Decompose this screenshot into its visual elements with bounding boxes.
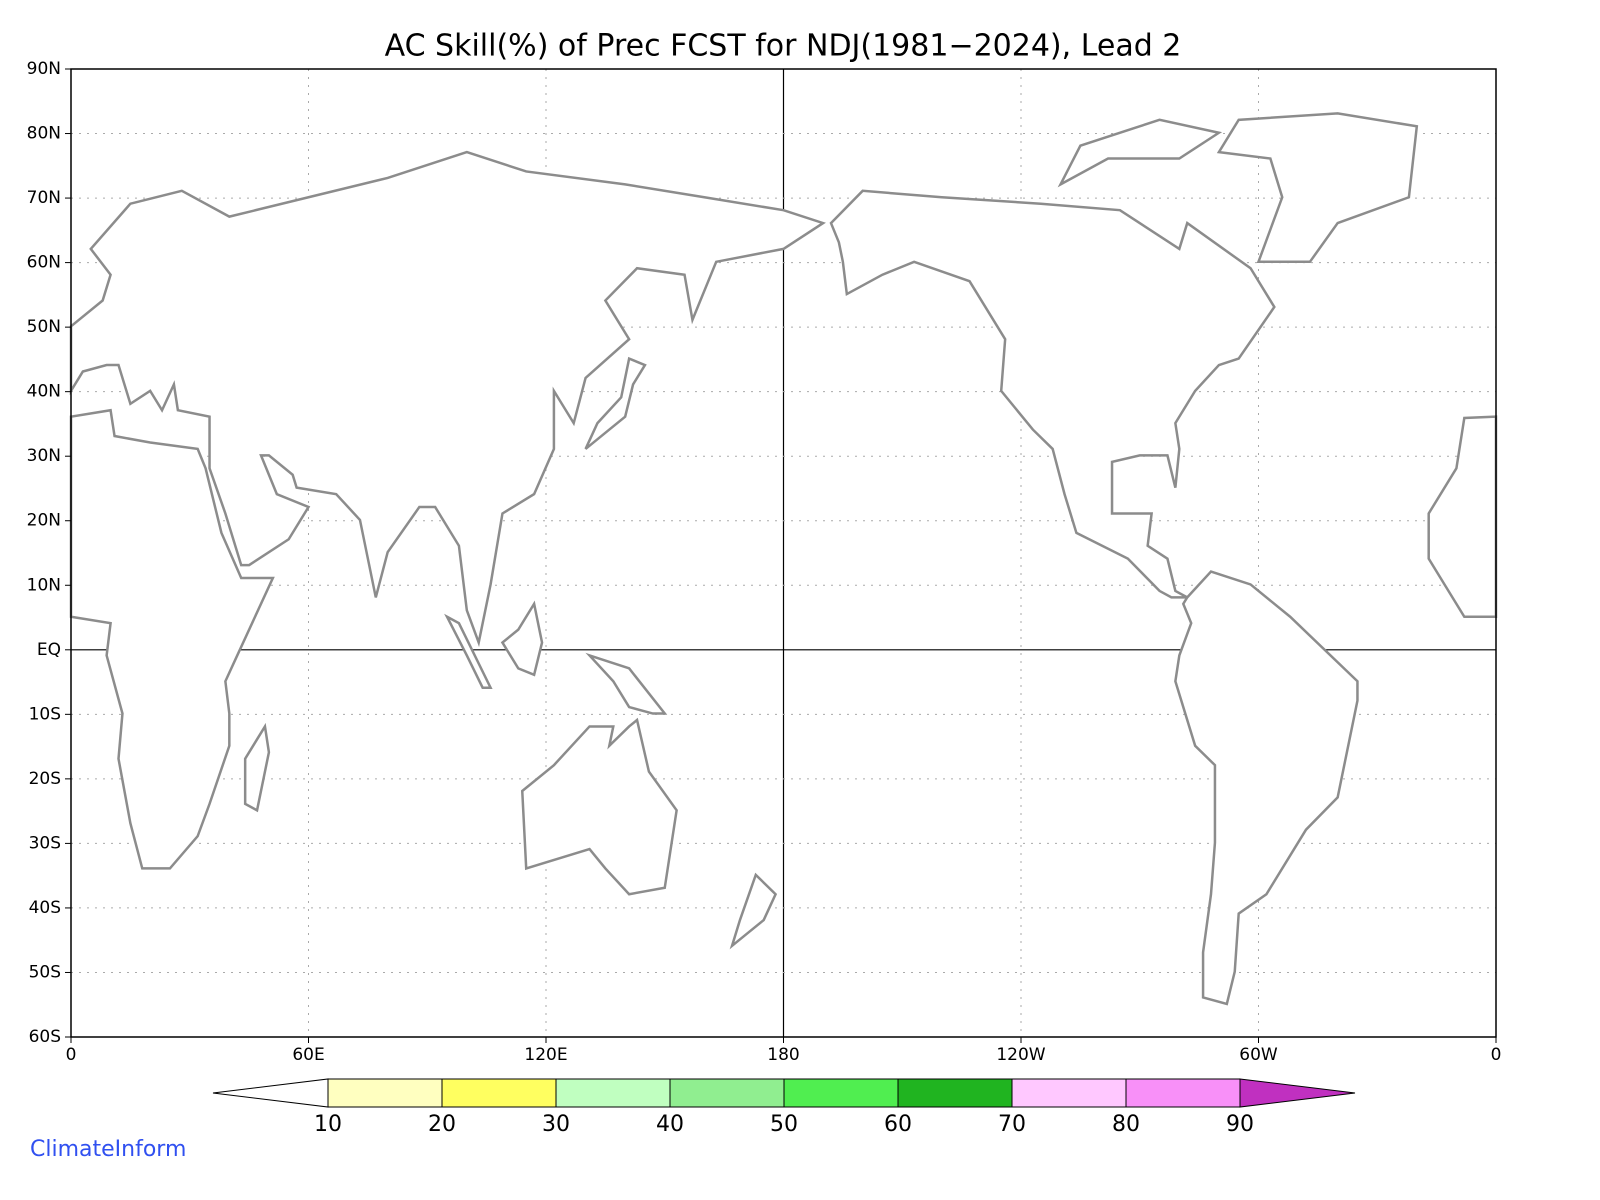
lon-tick-label: 60W <box>1239 1045 1278 1065</box>
lat-tick-label: 70N <box>27 188 61 208</box>
south-america <box>1175 572 1357 1004</box>
colorbar-box <box>1011 1078 1127 1108</box>
map-title: AC Skill(%) of Prec FCST for NDJ(1981−20… <box>385 29 1182 64</box>
colorbar-box <box>327 1078 443 1108</box>
lat-tick-label: 40S <box>29 898 61 918</box>
lat-tick-label: 20N <box>27 511 61 531</box>
colorbar-label: 90 <box>1226 1112 1254 1137</box>
credit: ClimateInform <box>30 1137 186 1162</box>
colorbar-label: 40 <box>656 1112 684 1137</box>
colorbar-label: 70 <box>998 1112 1026 1137</box>
colorbar-label: 30 <box>542 1112 570 1137</box>
greenland <box>1219 113 1417 261</box>
sumatra <box>447 617 491 688</box>
lon-tick-label: 120W <box>996 1045 1045 1065</box>
graticule <box>71 69 1496 1037</box>
japan <box>586 359 645 449</box>
colorbar-box <box>783 1078 899 1108</box>
lat-tick-label: 60N <box>27 253 61 273</box>
lat-tick-label: 50S <box>29 962 61 982</box>
new-guinea <box>590 655 665 713</box>
lon-tick-label: 180 <box>767 1045 799 1065</box>
north-america <box>831 191 1274 598</box>
lat-tick-label: 50N <box>27 317 61 337</box>
lon-tick-label: 0 <box>66 1045 77 1065</box>
australia <box>522 720 676 894</box>
colorbar-label: 80 <box>1112 1112 1140 1137</box>
lat-tick-label: 10N <box>27 575 61 595</box>
axes: 0 60E 120E 180 120W 60W 0 90N 80N 70N 60N 50N 40N 30N… <box>27 59 1502 1065</box>
lat-tick-label: 20S <box>29 769 61 789</box>
colorbar-box <box>897 1078 1013 1108</box>
new-zealand <box>732 875 776 946</box>
colorbar-box <box>441 1078 557 1108</box>
lon-tick-label: 60E <box>292 1045 324 1065</box>
lat-tick-label: 10S <box>29 704 61 724</box>
lon-tick-label: 120E <box>524 1045 567 1065</box>
lat-tick-label: 40N <box>27 382 61 402</box>
colorbar-label: 20 <box>428 1112 456 1137</box>
lat-tick-label: 30S <box>29 833 61 853</box>
colorbar-under <box>212 1078 329 1108</box>
lat-tick-label: EQ <box>37 640 61 660</box>
lat-tick-label: 60S <box>29 1027 61 1047</box>
colorbar-label: 50 <box>770 1112 798 1137</box>
africa <box>71 410 273 868</box>
borneo <box>502 604 542 675</box>
lat-tick-label: 30N <box>27 446 61 466</box>
colorbar-box <box>555 1078 671 1108</box>
colorbar-box <box>1125 1078 1241 1108</box>
map-frame <box>70 68 1497 1038</box>
lat-tick-label: 90N <box>27 59 61 79</box>
arctic-islands <box>1061 120 1219 185</box>
madagascar <box>245 726 269 810</box>
lat-tick-label: 80N <box>27 124 61 144</box>
colorbar-box <box>669 1078 785 1108</box>
eurasia <box>71 152 823 642</box>
colorbar-over <box>1239 1078 1356 1108</box>
colorbar: 10 20 30 40 50 60 70 80 90 <box>212 1078 1356 1137</box>
coastlines <box>71 113 1496 1004</box>
lon-tick-label: 0 <box>1491 1045 1502 1065</box>
colorbar-label: 10 <box>314 1112 342 1137</box>
colorbar-label: 60 <box>884 1112 912 1137</box>
west-africa <box>1429 417 1496 617</box>
